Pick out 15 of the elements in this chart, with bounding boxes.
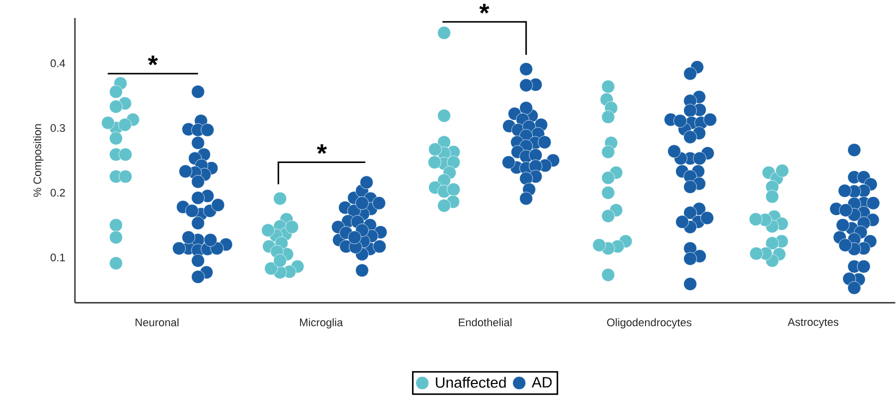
x-tick-label: Astrocytes [788,318,838,328]
x-tick-label: Endothelial [458,318,512,326]
legend-label: AD [532,377,552,388]
x-tick-label: Neuronal [136,318,178,326]
y-tick-label: 0.4 [50,60,66,68]
y-tick-label: 0.3 [50,124,65,132]
y-tick-label: 0.1 [50,254,65,262]
annotation: * [148,56,158,66]
x-tick-label: Microglia [300,318,343,329]
legend-label: Unaffected [436,377,506,388]
annotation: * [316,144,327,154]
text: * [479,4,490,14]
y-tick-label: 0.2 [50,189,65,197]
x-tick-label: Oligodendrocytes [607,318,692,329]
y-axis-title: % Composition [33,124,44,197]
